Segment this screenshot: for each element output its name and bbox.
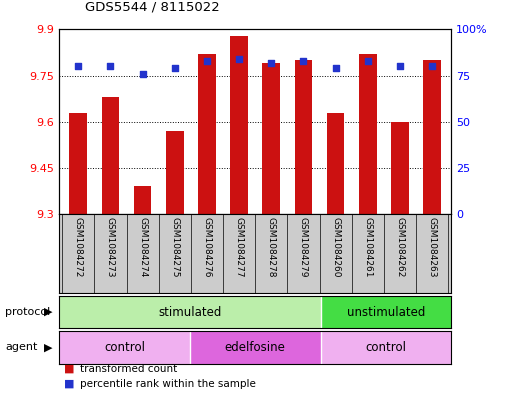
Text: ■: ■ xyxy=(64,379,74,389)
Text: control: control xyxy=(104,341,145,354)
Text: protocol: protocol xyxy=(5,307,50,317)
Point xyxy=(267,60,275,66)
Text: edelfosine: edelfosine xyxy=(225,341,286,354)
Text: GSM1084279: GSM1084279 xyxy=(299,217,308,277)
Point xyxy=(171,65,179,72)
Text: unstimulated: unstimulated xyxy=(347,305,425,319)
Text: GSM1084275: GSM1084275 xyxy=(170,217,180,277)
Text: GSM1084272: GSM1084272 xyxy=(74,217,83,277)
Bar xyxy=(321,296,451,328)
Text: GSM1084278: GSM1084278 xyxy=(267,217,276,277)
Text: GSM1084262: GSM1084262 xyxy=(396,217,404,277)
Text: GSM1084263: GSM1084263 xyxy=(428,217,437,277)
Bar xyxy=(391,122,409,214)
Text: stimulated: stimulated xyxy=(158,305,222,319)
Text: agent: agent xyxy=(5,342,37,353)
Text: control: control xyxy=(366,341,406,354)
Point xyxy=(139,71,147,77)
Bar xyxy=(59,331,190,364)
Text: GDS5544 / 8115022: GDS5544 / 8115022 xyxy=(85,1,220,14)
Bar xyxy=(294,60,312,214)
Bar xyxy=(166,131,184,214)
Bar xyxy=(263,63,280,214)
Text: GSM1084273: GSM1084273 xyxy=(106,217,115,277)
Point xyxy=(300,58,308,64)
Text: GSM1084276: GSM1084276 xyxy=(203,217,211,277)
Text: ▶: ▶ xyxy=(44,307,52,317)
Bar xyxy=(423,60,441,214)
Bar xyxy=(230,36,248,214)
Text: GSM1084274: GSM1084274 xyxy=(138,217,147,277)
Bar xyxy=(134,186,151,214)
Point xyxy=(364,58,372,64)
Bar xyxy=(190,331,321,364)
Bar xyxy=(69,112,87,214)
Point xyxy=(428,63,436,70)
Point xyxy=(203,58,211,64)
Bar xyxy=(327,112,345,214)
Bar xyxy=(321,331,451,364)
Bar xyxy=(359,54,377,214)
Text: GSM1084277: GSM1084277 xyxy=(234,217,244,277)
Text: GSM1084261: GSM1084261 xyxy=(363,217,372,277)
Text: transformed count: transformed count xyxy=(80,364,177,374)
Text: percentile rank within the sample: percentile rank within the sample xyxy=(80,379,255,389)
Text: ▶: ▶ xyxy=(44,342,52,353)
Text: GSM1084260: GSM1084260 xyxy=(331,217,340,277)
Bar xyxy=(198,54,216,214)
Point xyxy=(235,56,243,62)
Point xyxy=(331,65,340,72)
Bar xyxy=(102,97,120,214)
Text: ■: ■ xyxy=(64,364,74,374)
Point xyxy=(396,63,404,70)
Bar xyxy=(59,296,321,328)
Point xyxy=(74,63,83,70)
Point xyxy=(106,63,114,70)
